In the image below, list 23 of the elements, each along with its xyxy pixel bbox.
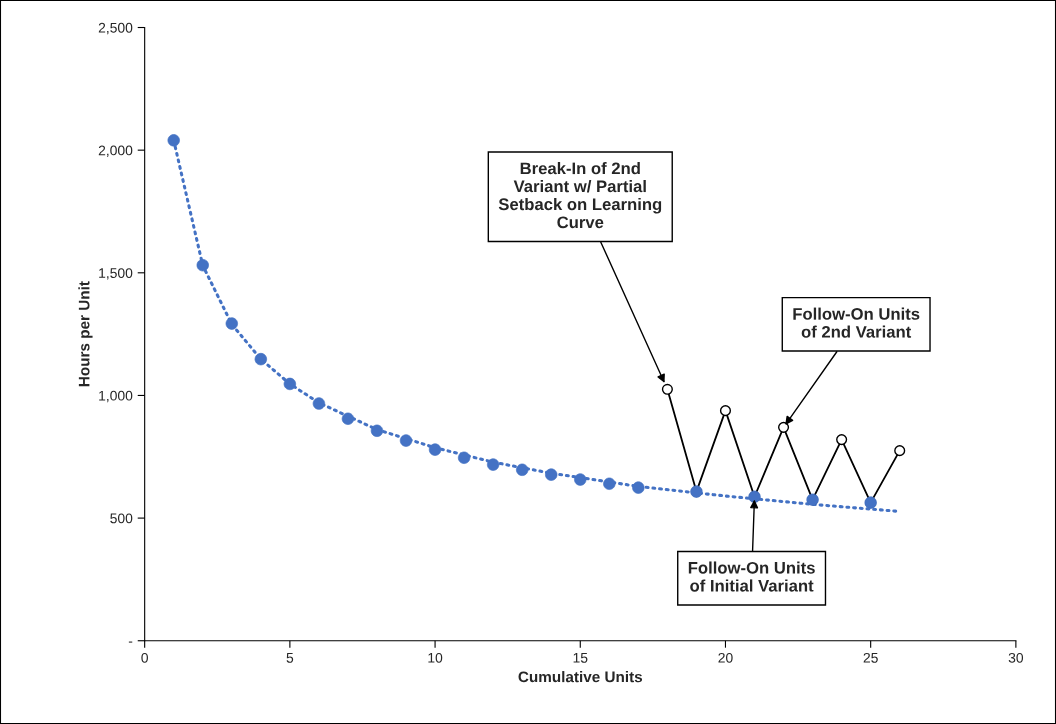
x-tick-label: 20 (718, 652, 733, 663)
y-axis-title: Hours per Unit (78, 281, 93, 387)
x-tick-label: 5 (286, 653, 294, 663)
x-tick-label: 25 (863, 652, 878, 663)
point (719, 405, 732, 417)
y-tick-label: 2,500 (98, 22, 133, 35)
y-tick-label: 500 (110, 513, 133, 524)
point (894, 445, 906, 457)
x-tick-label: 15 (573, 653, 588, 663)
x-tick-label: 10 (428, 652, 443, 663)
annotation: Break-In of 2nd Variant w/ Partial Setback on Learning Curve (498, 162, 662, 229)
point (836, 434, 848, 446)
y-tick-label: 1,500 (99, 268, 133, 280)
point (777, 421, 790, 433)
x-tick-label: 30 (1008, 652, 1024, 663)
y-tick-label: - (128, 641, 133, 643)
y-tick-label: 1,000 (99, 390, 133, 403)
annotation: Follow-On Units of 2nd Variant (793, 307, 920, 338)
annotation: Follow-On Units of Initial Variant (688, 561, 815, 592)
x-axis-title: Cumulative Units (518, 671, 643, 683)
x-tick-label: 0 (141, 652, 148, 663)
y-tick-label: 2,000 (98, 145, 133, 157)
point (661, 383, 673, 395)
